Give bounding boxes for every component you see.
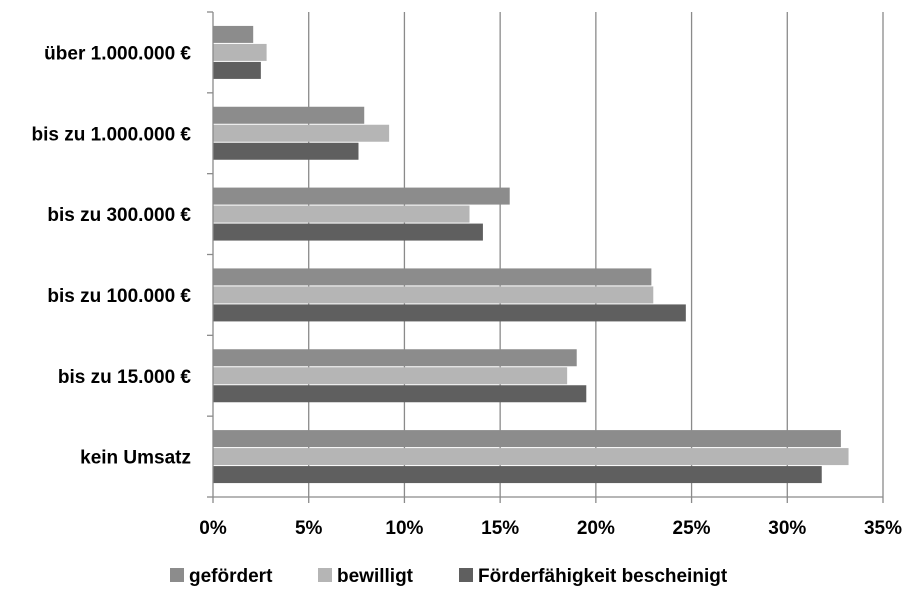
legend-swatch — [170, 568, 184, 582]
bar — [213, 304, 686, 322]
bar — [213, 25, 254, 43]
legend-label: bewilligt — [337, 566, 414, 587]
legend: gefördert bewilligt Förderfähigkeit besche… — [170, 566, 728, 587]
bar — [213, 268, 652, 286]
x-tick-label: 35% — [864, 518, 902, 539]
bar — [213, 448, 849, 466]
legend-swatch — [459, 568, 473, 582]
bar — [213, 106, 365, 124]
x-tick-label: 25% — [673, 518, 711, 539]
bar — [213, 349, 577, 367]
legend-swatch — [318, 568, 332, 582]
x-tick-label: 15% — [481, 518, 519, 539]
bar — [213, 124, 390, 142]
category-label: bis zu 15.000 € — [58, 367, 192, 388]
x-tick-label: 20% — [577, 518, 615, 539]
bar — [213, 43, 267, 61]
x-tick-label: 5% — [295, 518, 323, 539]
x-tick-label: 0% — [199, 518, 227, 539]
category-label: über 1.000.000 € — [44, 43, 191, 64]
category-label: bis zu 100.000 € — [47, 286, 191, 307]
category-label: kein Umsatz — [80, 448, 191, 469]
category-label: bis zu 1.000.000 € — [32, 124, 192, 145]
bar — [213, 187, 510, 205]
x-tick-label: 30% — [768, 518, 806, 539]
bar — [213, 142, 359, 160]
bar — [213, 61, 261, 79]
x-tick-label: 10% — [385, 518, 423, 539]
legend-label: Förderfähigkeit bescheinigt — [478, 566, 728, 587]
bar — [213, 466, 822, 484]
bar — [213, 385, 587, 403]
axes — [207, 11, 884, 503]
bar — [213, 367, 568, 385]
bar — [213, 205, 470, 223]
bars — [213, 25, 849, 484]
category-label: bis zu 300.000 € — [47, 205, 191, 226]
legend-label: gefördert — [189, 566, 273, 587]
bar — [213, 430, 841, 448]
bar — [213, 286, 654, 304]
bar — [213, 223, 483, 241]
gridlines — [308, 12, 884, 497]
category-labels: über 1.000.000 € bis zu 1.000.000 € bis zu… — [32, 43, 192, 468]
x-tick-labels: 0% 5% 10% 15% 20% 25% 30% 35% — [199, 518, 902, 539]
